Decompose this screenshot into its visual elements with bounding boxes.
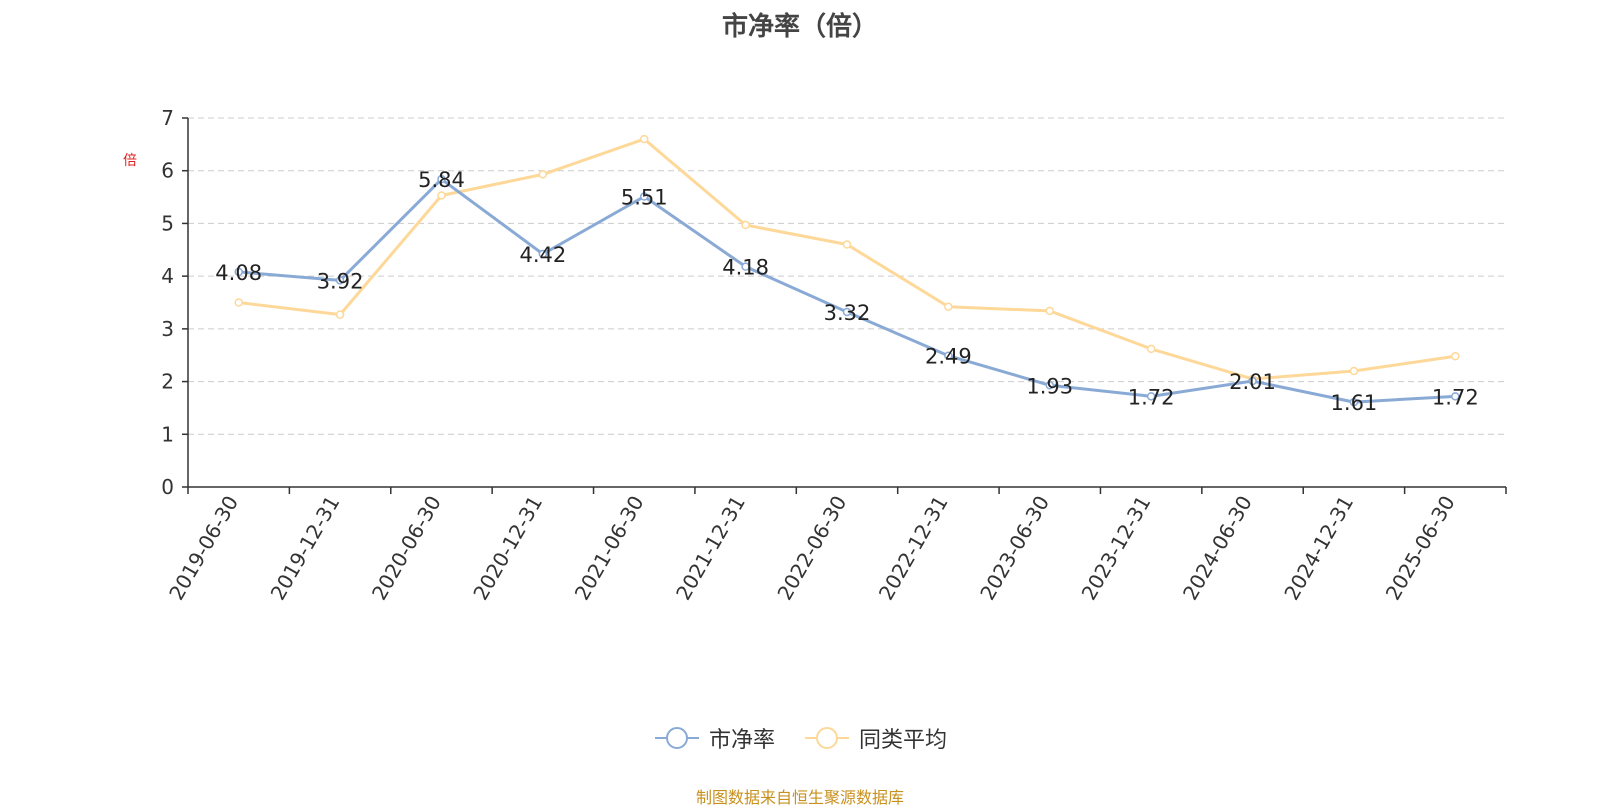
data-label: 2.01: [1229, 370, 1276, 394]
data-point-peer-average: [741, 220, 750, 230]
y-tick-label: 0: [161, 475, 174, 499]
data-point-pb: [437, 174, 446, 184]
x-tick-label: 2020-12-31: [468, 492, 547, 605]
data-label: 4.42: [519, 243, 566, 267]
data-point-peer-average: [842, 240, 852, 249]
data-label: 1.61: [1331, 391, 1378, 415]
data-label: 5.84: [418, 168, 465, 192]
y-tick-label: 6: [161, 159, 174, 183]
legend-item-pb[interactable]: 市净率: [653, 722, 775, 754]
y-tick-label: 2: [161, 370, 174, 394]
x-tick-label: 2019-06-30: [164, 492, 243, 605]
y-axis-unit-label: 倍: [123, 153, 137, 169]
data-labels: 4.08 3.92 5.84 4.42 5.51 4.18 3.32 2.49 1.93 1.72…: [215, 168, 1478, 415]
data-label: 4.18: [722, 256, 769, 280]
legend-marker-peer-average: [805, 727, 849, 749]
x-tick-label: 2021-12-31: [671, 492, 750, 605]
legend-label-pb: 市净率: [708, 728, 775, 753]
line-chart: 0 1 2 3 4 5 6 7 2019-06-30 2019-12-31 2020-06-30 20…: [161, 106, 1507, 605]
y-tick-label: 3: [161, 317, 174, 341]
data-point-peer-average: [437, 191, 446, 200]
data-point-pb: [1248, 376, 1257, 386]
data-label: 3.92: [317, 269, 364, 293]
x-tick-label: 2022-06-30: [772, 492, 851, 605]
data-label: 1.93: [1026, 374, 1073, 398]
source-note: 制图数据来自恒生聚源数据库: [695, 788, 904, 807]
data-point-peer-average: [1045, 306, 1055, 316]
data-label: 4.08: [215, 261, 262, 285]
data-label: 2.49: [925, 345, 972, 369]
data-point-pb: [944, 351, 953, 360]
data-point-pb: [335, 276, 345, 285]
x-tick-label: 2024-06-30: [1178, 492, 1257, 605]
chart-title: 市净率（倍）: [721, 12, 878, 42]
data-point-peer-average: [1451, 352, 1460, 361]
y-tick-label: 4: [161, 264, 174, 288]
data-point-pb: [538, 249, 548, 259]
data-point-pb: [741, 262, 750, 271]
data-label: 1.72: [1432, 385, 1479, 409]
data-label: 5.51: [621, 186, 668, 210]
data-point-peer-average: [639, 134, 649, 144]
series-lines: [234, 134, 1460, 407]
x-tick-label: 2022-12-31: [874, 492, 953, 605]
data-point-pb: [1451, 392, 1460, 401]
y-tick-label: 5: [161, 211, 174, 235]
data-point-peer-average: [944, 302, 953, 311]
y-tick-label: 1: [161, 422, 174, 446]
axes: 0 1 2 3 4 5 6 7 2019-06-30 2019-12-31 2020-06-30 20…: [161, 106, 1507, 605]
data-label: 1.72: [1128, 385, 1175, 409]
x-tick-label: 2020-06-30: [367, 492, 446, 605]
legend-label-peer-average: 同类平均: [859, 728, 948, 753]
data-point-peer-average: [234, 298, 243, 307]
data-point-peer-average: [1349, 366, 1359, 376]
x-tick-label: 2024-12-31: [1279, 492, 1358, 605]
data-point-pb: [639, 192, 649, 201]
legend-item-peer-average[interactable]: 同类平均: [803, 722, 947, 754]
legend-marker-pb: [654, 727, 699, 749]
data-point-pb: [1349, 397, 1359, 407]
x-tick-label: 2021-06-30: [570, 492, 649, 605]
x-tick-label: 2023-12-31: [1077, 492, 1156, 605]
x-tick-label: 2025-06-30: [1381, 492, 1460, 605]
x-tick-label: 2019-12-31: [266, 492, 345, 605]
data-point-peer-average: [335, 310, 345, 319]
series-line-pb: [238, 177, 1456, 404]
gridlines: [188, 117, 1506, 435]
y-tick-label: 7: [161, 106, 174, 130]
data-point-pb: [1045, 381, 1055, 390]
legend: 市净率 同类平均: [0, 722, 1600, 754]
data-point-pb: [234, 267, 243, 277]
data-point-pb: [842, 307, 852, 317]
x-tick-label: 2023-06-30: [975, 492, 1054, 605]
data-point-peer-average: [1146, 344, 1156, 354]
data-label: 3.32: [824, 301, 871, 325]
data-point-peer-average: [538, 170, 548, 179]
data-point-pb: [1146, 392, 1156, 401]
